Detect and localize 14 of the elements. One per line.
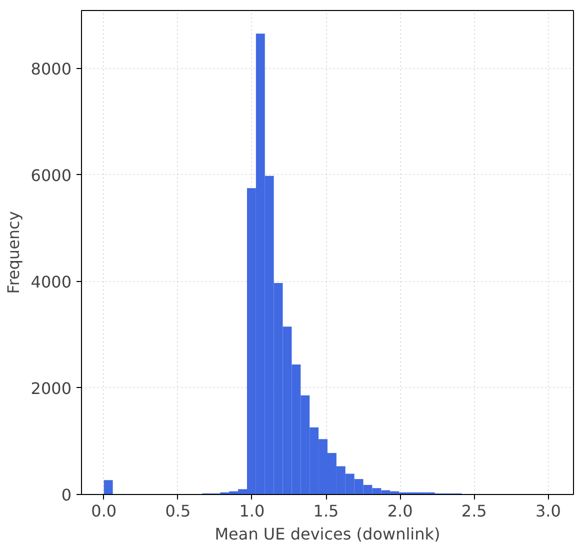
y-tick-label: 8000: [30, 59, 72, 78]
x-axis-title: Mean UE devices (downlink): [214, 524, 440, 544]
x-tick-label: 0.0: [91, 502, 117, 520]
y-tick-label: 0: [61, 486, 72, 504]
x-tick-label: 1.0: [239, 502, 265, 520]
x-tick-label: 1.5: [313, 502, 339, 520]
y-tick-label: 2000: [30, 378, 72, 398]
x-tick-label: 0.5: [165, 502, 191, 520]
y-tick-label: 6000: [30, 166, 72, 185]
x-tick-label: 2.0: [387, 502, 413, 520]
y-axis-title: Frequency: [4, 211, 23, 294]
x-tick-label: 3.0: [535, 502, 561, 520]
y-tick-label: 4000: [30, 272, 72, 292]
x-tick-label: 2.5: [461, 502, 487, 520]
